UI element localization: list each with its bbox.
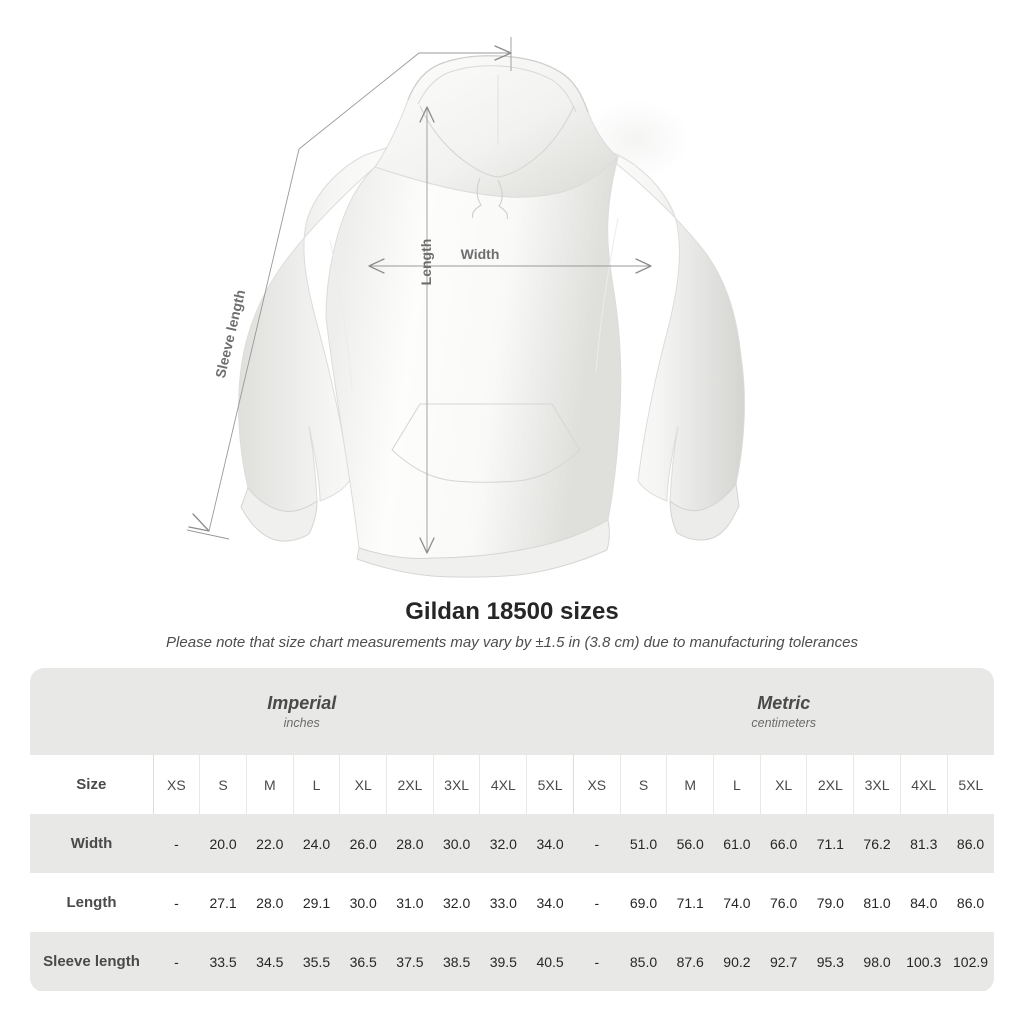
svg-text:Sleeve length: Sleeve length [212,288,248,380]
svg-text:Length: Length [418,239,434,286]
svg-text:Width: Width [461,246,500,262]
